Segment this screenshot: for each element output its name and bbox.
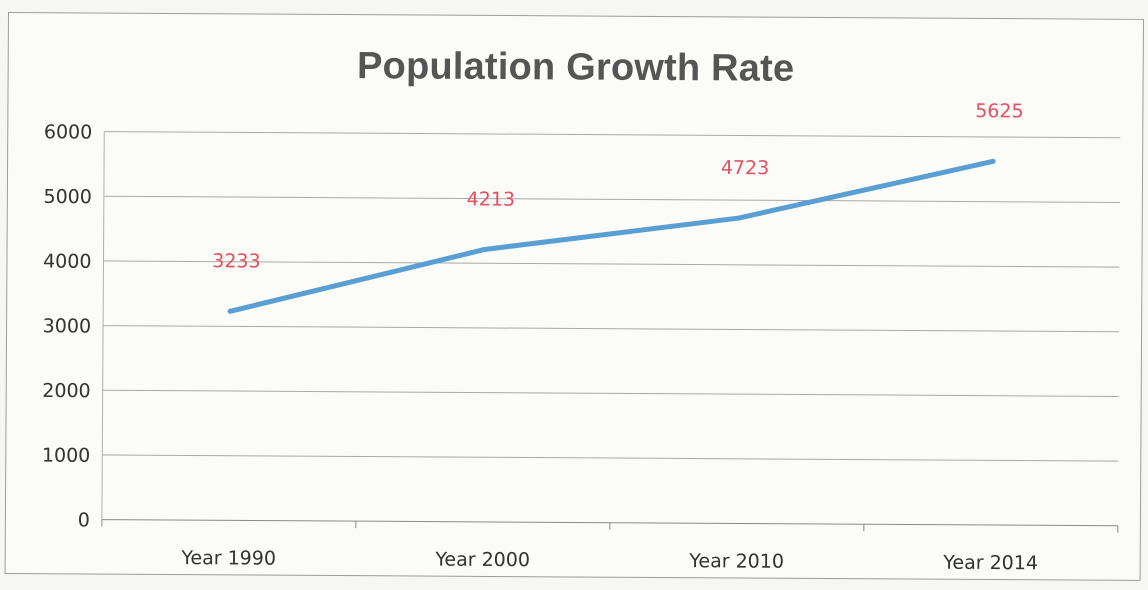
line-chart: 0 1000 2000 3000 4000 5000 6000 Year 1990 Year 2… [42, 100, 1121, 575]
data-label: 4723 [721, 157, 769, 179]
data-point [990, 158, 996, 164]
data-label: 4213 [467, 188, 515, 210]
x-tick-label: Year 2014 [942, 552, 1038, 575]
y-tick-label: 6000 [44, 121, 92, 143]
data-point [736, 215, 742, 221]
x-tick-label: Year 1990 [180, 547, 276, 570]
x-tick-label: Year 2010 [688, 550, 784, 573]
gridline-y-2000 [102, 389, 1119, 397]
chart-frame: Population Growth Rate 0 1000 2000 3000 4000… [4, 12, 1144, 581]
y-tick-label: 5000 [43, 186, 91, 208]
y-tick-label: 2000 [42, 380, 90, 402]
gridline-y-5000 [103, 195, 1120, 203]
y-axis-line [101, 131, 105, 520]
series-line [227, 158, 996, 314]
y-tick-label: 0 [78, 509, 90, 531]
data-label: 5625 [975, 100, 1023, 122]
data-point [482, 246, 488, 252]
x-tick-label: Year 2000 [434, 549, 530, 572]
gridline-y-4000 [103, 260, 1120, 268]
y-tick-label: 3000 [43, 315, 91, 337]
data-point [227, 308, 233, 314]
data-label: 3233 [212, 250, 260, 272]
y-tick-label: 4000 [43, 251, 91, 273]
gridline-y-6000 [104, 131, 1121, 139]
gridline-y-3000 [103, 325, 1120, 333]
gridline-y-1000 [102, 454, 1119, 462]
y-tick-label: 1000 [42, 445, 90, 467]
